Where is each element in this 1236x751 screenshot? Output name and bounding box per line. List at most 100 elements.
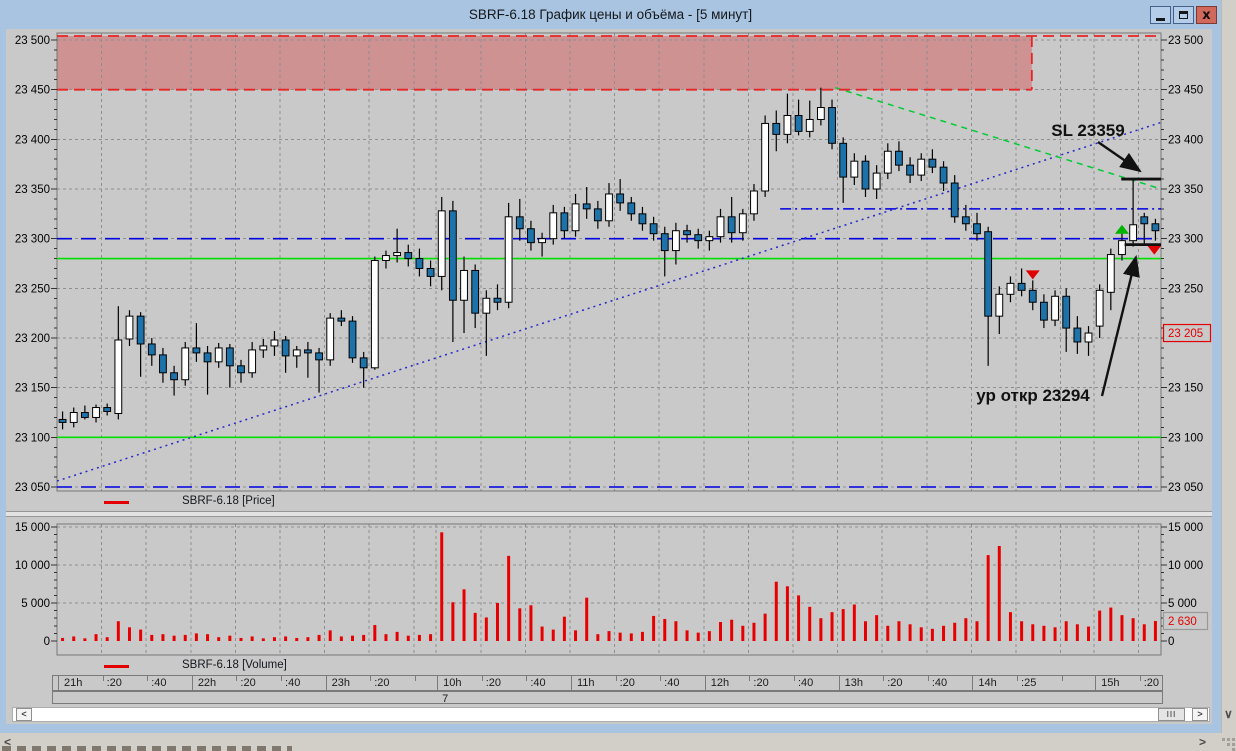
- volume-bars: [61, 532, 1157, 641]
- svg-text:ур откр 23294: ур откр 23294: [976, 386, 1090, 405]
- resistance-zone-border[interactable]: [57, 35, 1161, 91]
- time-tick-label: 11h: [576, 677, 595, 689]
- price-legend: SBRF-6.18 [Price]: [6, 494, 1212, 510]
- time-tick-label: 14h: [978, 677, 997, 689]
- volume-chart-svg[interactable]: 15 000 15 000 10 000 10 000 5 000 5 000 0 0 2 63…: [6, 516, 1212, 658]
- svg-text:23 450: 23 450: [15, 85, 50, 97]
- time-tick: [972, 676, 974, 690]
- time-tick-label: :20: [240, 677, 256, 689]
- trade-markers[interactable]: [1025, 224, 1162, 280]
- time-tick-label: 10h: [443, 677, 462, 689]
- scroll-right-button[interactable]: >: [1192, 708, 1208, 721]
- time-tick-label: :20: [887, 677, 903, 689]
- price-plot-frame: [56, 32, 1162, 492]
- time-tick: [370, 676, 372, 681]
- price-gridlines: [56, 33, 1161, 491]
- svg-text:23 400: 23 400: [15, 134, 50, 146]
- time-tick: [102, 676, 104, 681]
- clipped-background-text: [2, 746, 292, 751]
- annotations[interactable]: SL 23359 ур откр 23294: [976, 121, 1142, 405]
- time-tick-label: :40: [664, 677, 680, 689]
- window-titlebar[interactable]: SBRF-6.18 График цены и объёма - [5 мину…: [0, 0, 1221, 29]
- app-horizontal-scrollbar[interactable]: < >: [0, 733, 1236, 751]
- svg-text:23 250: 23 250: [15, 283, 50, 295]
- date-axis-row[interactable]: 7: [52, 691, 1163, 705]
- time-tick-label: :25: [1021, 677, 1037, 689]
- svg-text:SL 23359: SL 23359: [1051, 121, 1124, 140]
- app-scroll-left-icon[interactable]: <: [4, 735, 12, 749]
- volume-plot-frame: [56, 523, 1162, 656]
- chart-horizontal-scrollbar[interactable]: < III >: [6, 706, 1212, 723]
- volume-legend-label: SBRF-6.18 [Volume]: [182, 659, 287, 671]
- time-tick-label: :20: [374, 677, 390, 689]
- svg-text:23 200: 23 200: [15, 333, 50, 345]
- window-title: SBRF-6.18 График цены и объёма - [5 мину…: [468, 7, 753, 22]
- close-button[interactable]: x: [1196, 6, 1217, 24]
- time-tick: [704, 676, 706, 690]
- time-tick: [1061, 676, 1063, 681]
- svg-text:23 050: 23 050: [1168, 482, 1203, 494]
- svg-text:2 630: 2 630: [1168, 616, 1197, 628]
- time-tick-label: 22h: [197, 677, 217, 689]
- svg-text:23 300: 23 300: [1168, 234, 1203, 246]
- svg-text:23 400: 23 400: [1168, 134, 1203, 146]
- pane-splitter[interactable]: [6, 511, 1212, 517]
- time-tick: [414, 676, 416, 681]
- time-tick: [838, 676, 840, 690]
- app-scroll-right-icon[interactable]: >: [1199, 735, 1207, 749]
- svg-text:23 100: 23 100: [15, 432, 50, 444]
- scrollbar-thumb[interactable]: III: [1158, 708, 1185, 721]
- time-tick-label: :40: [530, 677, 546, 689]
- svg-text:23 150: 23 150: [15, 383, 50, 395]
- chart-client-area: SL 23359 ур откр 23294 23 500 23 500 23 450 2…: [6, 29, 1212, 724]
- time-axis-row[interactable]: 21h :20 :40 22h :20 :40 23h :20 10h :20 :40 11h :20:…: [52, 675, 1163, 691]
- time-tick: [883, 676, 885, 681]
- resize-grip[interactable]: [1222, 738, 1225, 741]
- trendlines[interactable]: [56, 86, 1162, 482]
- order-lines[interactable]: [1121, 177, 1161, 247]
- svg-text:23 350: 23 350: [15, 184, 50, 196]
- time-tick: [236, 676, 238, 681]
- maximize-icon: [1179, 11, 1188, 19]
- resistance-zone: [57, 36, 1032, 90]
- time-tick: [58, 676, 59, 690]
- time-tick: [749, 676, 751, 681]
- time-tick-label: 7: [442, 693, 449, 705]
- time-tick: [481, 676, 483, 681]
- time-tick-label: 13h: [844, 677, 863, 689]
- time-tick: [191, 676, 193, 690]
- maximize-button[interactable]: [1173, 6, 1194, 24]
- price-series-icon: [104, 501, 129, 504]
- svg-text:23 205: 23 205: [1168, 328, 1203, 340]
- price-pane[interactable]: SL 23359 ур откр 23294 23 500 23 500 23 450 2…: [6, 29, 1212, 494]
- time-tick-label: 12h: [710, 677, 730, 689]
- svg-text:15 000: 15 000: [15, 522, 50, 534]
- svg-text:23 100: 23 100: [1168, 432, 1203, 444]
- svg-text:10 000: 10 000: [15, 560, 50, 572]
- svg-text:23 450: 23 450: [1168, 85, 1203, 97]
- app-vertical-scrollbar[interactable]: ∨: [1221, 0, 1236, 751]
- scroll-left-button[interactable]: <: [16, 708, 32, 721]
- volume-series-icon: [104, 665, 129, 668]
- volume-pane[interactable]: 15 000 15 000 10 000 10 000 5 000 5 000 0 0 2 63…: [6, 516, 1212, 658]
- horizontal-levels[interactable]: [57, 208, 1161, 488]
- svg-text:5 000: 5 000: [1168, 598, 1197, 610]
- time-tick: [281, 676, 283, 681]
- time-tick-label: 21h: [64, 677, 83, 689]
- time-tick-label: :20: [1143, 677, 1159, 689]
- time-tick-label: :40: [931, 677, 948, 689]
- svg-text:23 150: 23 150: [1168, 383, 1203, 395]
- minimize-button[interactable]: [1150, 6, 1171, 24]
- time-tick-label: :20: [106, 677, 122, 689]
- time-axis[interactable]: 21h :20 :40 22h :20 :40 23h :20 10h :20 :40 11h :20:…: [6, 675, 1212, 705]
- scroll-down-icon[interactable]: ∨: [1224, 707, 1233, 721]
- time-tick-label: 23h: [331, 677, 350, 689]
- close-icon: x: [1202, 7, 1211, 23]
- scrollbar-track[interactable]: [12, 707, 1210, 722]
- time-tick: [1095, 676, 1097, 690]
- time-tick: [615, 676, 617, 681]
- candles: [58, 87, 1160, 430]
- svg-text:23 300: 23 300: [15, 234, 50, 246]
